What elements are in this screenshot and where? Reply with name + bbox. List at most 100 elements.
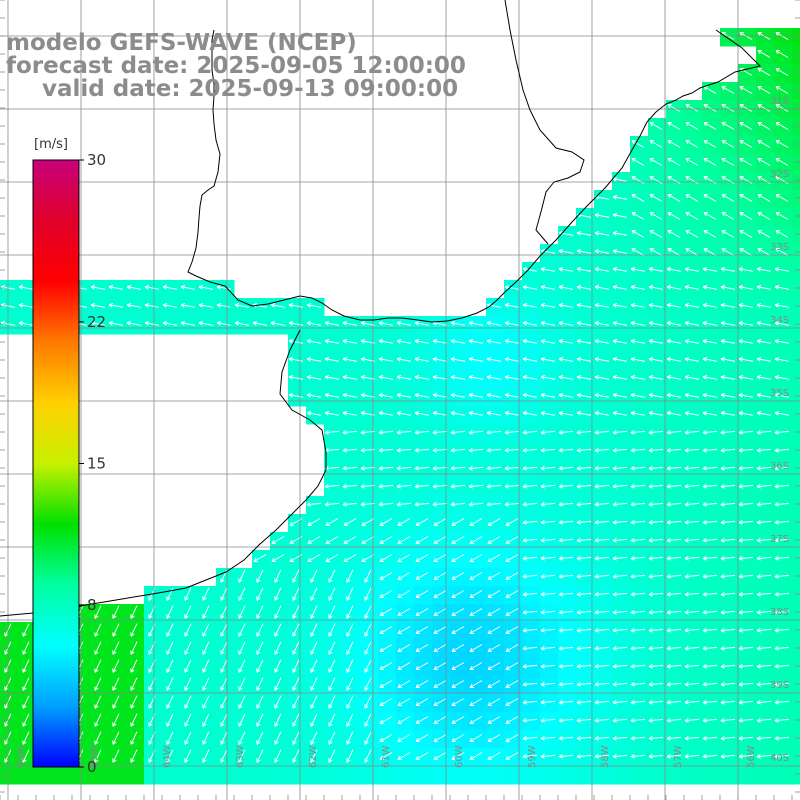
wind-cell xyxy=(414,496,433,515)
wind-arrow xyxy=(396,483,412,489)
wind-arrow xyxy=(540,285,555,290)
wind-arrow xyxy=(346,731,354,745)
wind-arrow xyxy=(576,627,592,633)
wind-arrow xyxy=(630,429,646,435)
wind-arrow xyxy=(94,659,102,673)
wind-cell xyxy=(522,280,541,299)
wind-cell xyxy=(738,370,757,389)
wind-arrow xyxy=(378,411,393,416)
wind-arrow xyxy=(220,713,228,727)
wind-cell xyxy=(738,478,757,497)
wind-arrow xyxy=(415,644,429,652)
wind-cell xyxy=(648,658,667,677)
wind-arrow xyxy=(666,429,682,435)
wind-cell xyxy=(396,442,415,461)
wind-cell xyxy=(270,694,289,713)
wind-cell xyxy=(144,316,163,335)
wind-arrow xyxy=(648,645,664,651)
wind-cell xyxy=(738,280,757,299)
wind-cell xyxy=(522,712,541,731)
wind-arrow xyxy=(756,735,772,741)
wind-cell xyxy=(504,442,523,461)
wind-cell xyxy=(468,316,487,335)
wind-cell xyxy=(774,712,793,731)
wind-cell xyxy=(702,766,721,785)
wind-arrow xyxy=(594,573,610,579)
wind-arrow xyxy=(522,357,537,362)
wind-arrow xyxy=(775,122,789,130)
wind-arrow xyxy=(220,659,228,673)
wind-cell xyxy=(774,658,793,677)
wind-arrow xyxy=(702,411,717,416)
wind-arrow xyxy=(198,303,213,308)
wind-cell xyxy=(522,532,541,551)
wind-arrow xyxy=(346,677,354,691)
wind-arrow xyxy=(325,536,339,544)
longitude-label: 57W xyxy=(673,745,684,768)
wind-arrow xyxy=(756,753,772,759)
wind-arrow xyxy=(558,573,574,579)
wind-cell xyxy=(270,730,289,749)
wind-arrow xyxy=(108,321,123,326)
wind-cell xyxy=(756,766,775,785)
wind-cell xyxy=(306,712,325,731)
wind-cell xyxy=(702,586,721,605)
wind-cell xyxy=(288,694,307,713)
wind-arrow xyxy=(342,501,358,507)
latitude-label: 33S xyxy=(770,242,789,253)
longitude-label: 63W xyxy=(235,745,246,768)
wind-cell xyxy=(630,334,649,353)
wind-arrow xyxy=(396,465,412,471)
latitude-label: 31S xyxy=(770,96,789,107)
wind-arrow xyxy=(684,699,700,705)
wind-arrow xyxy=(738,393,753,398)
wind-arrow xyxy=(630,573,646,579)
wind-cell xyxy=(342,766,361,785)
wind-arrow xyxy=(540,447,556,453)
wind-arrow xyxy=(360,357,375,362)
wind-cell xyxy=(792,388,800,407)
wind-arrow xyxy=(253,554,267,562)
colorbar-tick-label: 8 xyxy=(87,596,97,614)
wind-arrow xyxy=(324,375,339,380)
wind-cell xyxy=(648,640,667,659)
wind-arrow xyxy=(774,447,790,453)
wind-arrow xyxy=(397,518,411,526)
colorbar-unit: [m/s] xyxy=(34,137,68,152)
wind-cell xyxy=(216,694,235,713)
longitude-label: 56W xyxy=(746,745,757,768)
wind-arrow xyxy=(684,753,700,759)
wind-cell xyxy=(288,298,307,317)
wind-cell xyxy=(576,514,595,533)
wind-cell xyxy=(576,568,595,587)
wind-cell xyxy=(522,748,541,767)
wind-arrow xyxy=(342,357,357,362)
wind-cell xyxy=(288,730,307,749)
wind-cell xyxy=(144,280,163,299)
wind-arrow xyxy=(612,681,628,687)
wind-arrow xyxy=(94,623,102,637)
wind-cell xyxy=(666,550,685,569)
wind-arrow xyxy=(685,158,699,166)
wind-cell xyxy=(0,658,19,677)
wind-arrow xyxy=(469,608,483,616)
wind-cell xyxy=(288,676,307,695)
wind-arrow xyxy=(685,122,699,130)
wind-cell xyxy=(774,532,793,551)
wind-arrow xyxy=(702,681,718,687)
wind-arrow xyxy=(450,483,466,489)
wind-cell xyxy=(594,766,613,785)
wind-arrow xyxy=(216,321,231,326)
wind-arrow xyxy=(774,375,789,380)
wind-cell xyxy=(648,748,667,767)
wind-arrow xyxy=(721,230,735,238)
wind-cell xyxy=(396,388,415,407)
wind-arrow xyxy=(702,321,717,326)
wind-cell xyxy=(468,370,487,389)
wind-cell xyxy=(486,316,505,335)
wind-cell xyxy=(576,658,595,677)
wind-cell xyxy=(720,478,739,497)
wind-cell xyxy=(540,406,559,425)
wind-arrow xyxy=(540,519,556,525)
wind-arrow xyxy=(22,677,30,691)
